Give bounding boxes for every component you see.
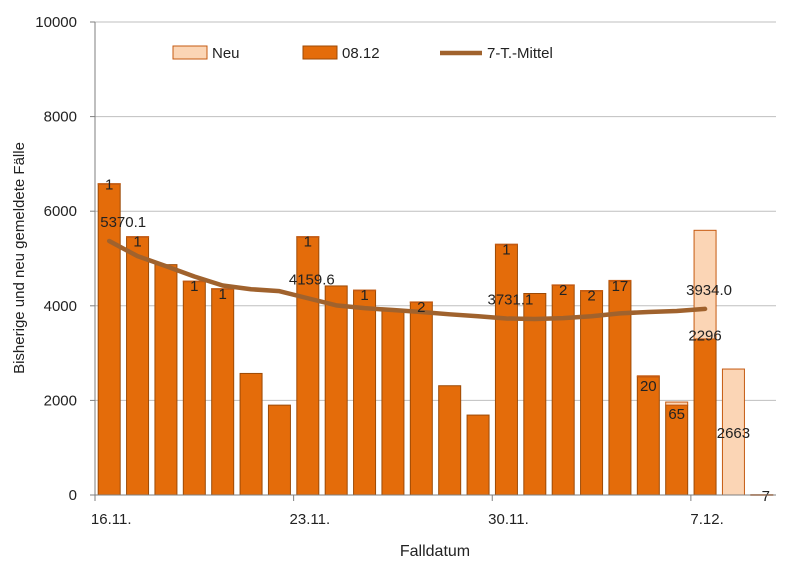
legend-swatch: [172, 45, 208, 60]
grid-lines: [95, 21, 776, 401]
legend-swatch: [302, 45, 338, 60]
bar-neu: [409, 301, 433, 304]
y-tick-label: 4000: [44, 298, 77, 315]
bar-0812: [494, 243, 518, 496]
average-label: 5370.1: [100, 214, 146, 231]
average-label: 3731.1: [487, 292, 533, 309]
bar-label: 1: [219, 286, 227, 303]
bar-labels: 1 1 1 1 1 1 2 1 2 2 17 20 65 2296 2663 7: [105, 177, 770, 505]
average-labels: 5370.1 4159.6 3731.1 3934.0: [100, 214, 732, 309]
moving-average-line: [106, 238, 708, 322]
bar-0812: [580, 290, 604, 496]
bar-0812: [438, 385, 462, 496]
bar-neu: [353, 289, 377, 292]
bar-label: 2: [417, 299, 425, 316]
y-tick-label: 2000: [44, 392, 77, 409]
bar-label: 17: [612, 278, 629, 295]
axes: [90, 21, 776, 501]
bar-0812: [409, 301, 433, 496]
legend-label: Neu: [212, 45, 240, 62]
bar-neu: [665, 401, 689, 406]
bar-label: 2: [559, 282, 567, 299]
x-axis-label: Falldatum: [400, 543, 470, 560]
legend-label: 7-T.-Mittel: [487, 45, 553, 62]
bar-neu: [580, 290, 604, 292]
bar-label: 1: [360, 287, 368, 304]
bar-label: 1: [502, 241, 510, 258]
x-tick-label: 16.11.: [91, 511, 132, 528]
bar-label: 1: [190, 278, 198, 295]
bar-neu: [494, 243, 518, 246]
bars: [97, 183, 774, 496]
bar-0812: [523, 293, 547, 496]
x-tick-label: 30.11.: [488, 511, 529, 528]
y-tick-label: 8000: [44, 109, 77, 126]
average-label: 3934.0: [686, 282, 732, 299]
bar-label: 1: [133, 234, 141, 251]
y-tick-label: 6000: [44, 203, 77, 220]
bar-label: 2: [587, 288, 595, 305]
bar-0812: [239, 372, 263, 496]
bar-0812: [154, 264, 178, 496]
x-tick-label: 23.11.: [290, 511, 331, 528]
bar-neu: [551, 284, 575, 286]
bar-neu: [126, 236, 150, 238]
y-tick-label: 10000: [35, 14, 77, 31]
bar-neu: [608, 279, 632, 282]
bar-neu: [296, 236, 320, 238]
bar-0812: [324, 285, 348, 496]
bar-label: 2296: [688, 327, 721, 344]
tick-labels: 0 2000 4000 6000 8000 10000 16.11. 23.11. 30.11.…: [35, 14, 723, 528]
legend: Neu 08.12 7-T.-Mittel: [113, 38, 625, 68]
bar-label: 1: [105, 177, 113, 194]
bar-0812: [126, 236, 150, 496]
y-axis-label: Bisherige und neu gemeldete Fälle: [11, 142, 28, 374]
bar-label: 7: [762, 488, 770, 505]
bar-label: 1: [304, 234, 312, 251]
bar-neu: [97, 183, 121, 185]
bar-0812: [693, 338, 717, 496]
bar-label: 2663: [717, 425, 750, 442]
bar-label: 65: [668, 406, 685, 423]
bar-0812: [353, 289, 377, 496]
legend-label: 08.12: [342, 45, 380, 62]
bar-0812: [381, 309, 405, 496]
bar-neu: [693, 229, 717, 340]
moving-average: [106, 238, 708, 322]
bar-label: 20: [640, 378, 657, 395]
y-tick-label: 0: [69, 487, 77, 504]
bar-0812: [182, 280, 206, 496]
bar-0812: [466, 414, 490, 496]
bar-neu: [636, 375, 660, 378]
bar-0812: [267, 404, 291, 496]
bar-0812: [211, 288, 235, 496]
average-label: 4159.6: [289, 271, 335, 288]
x-tick-label: 7.12.: [690, 511, 723, 528]
